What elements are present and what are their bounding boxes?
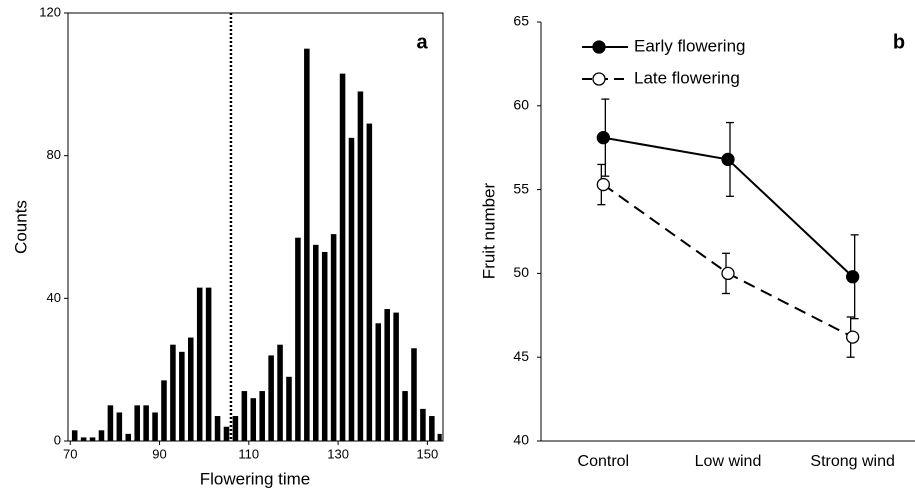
bar: [313, 244, 319, 441]
marker: [846, 270, 860, 284]
y-tick-label: 60: [513, 97, 529, 113]
y-tick-label: 40: [513, 432, 529, 448]
x-tick-label: 110: [238, 446, 259, 461]
y-tick-label: 45: [513, 348, 529, 364]
y-axis-label: Counts: [11, 200, 30, 254]
bar: [304, 48, 310, 442]
bar: [321, 251, 328, 441]
bar: [80, 437, 87, 441]
marker: [596, 177, 610, 192]
bar: [125, 433, 132, 441]
bar: [152, 412, 158, 441]
bar: [366, 123, 373, 442]
bar: [170, 344, 176, 441]
bar: [268, 355, 274, 441]
y-axis-label: Fruit number: [479, 182, 498, 279]
bar: [357, 91, 364, 441]
x-tick-label: Strong wind: [810, 453, 895, 470]
bar: [143, 405, 149, 441]
marker: [846, 330, 860, 344]
y-tick-label: 55: [513, 180, 529, 196]
y-tick-label: 50: [513, 264, 529, 280]
y-tick-label: 0: [54, 432, 61, 447]
legend-label: Early flowering: [634, 36, 746, 55]
bar: [98, 430, 105, 441]
x-tick-label: Control: [578, 453, 630, 470]
bar: [437, 433, 442, 441]
y-tick-label: 65: [513, 13, 529, 29]
panel-label: b: [893, 31, 905, 53]
x-tick-label: 130: [327, 446, 349, 461]
bar: [107, 405, 114, 441]
bar: [411, 348, 417, 441]
bar: [420, 408, 426, 441]
bar: [393, 312, 399, 441]
bar: [223, 426, 230, 441]
bar: [295, 237, 301, 441]
bar: [330, 234, 337, 441]
marker: [721, 152, 735, 167]
bar: [134, 405, 140, 441]
x-tick-label: 150: [417, 446, 439, 461]
x-axis-label: Flowering time: [200, 469, 311, 488]
bar: [259, 391, 265, 441]
bar: [241, 391, 248, 441]
bar: [339, 73, 346, 441]
legend-marker: [592, 72, 606, 86]
bar: [188, 337, 194, 441]
bar: [232, 416, 239, 441]
marker: [721, 266, 735, 281]
panel-label: a: [416, 31, 428, 53]
marker: [596, 130, 610, 145]
y-tick-label: 40: [47, 290, 61, 305]
bar: [205, 287, 212, 441]
bar: [375, 323, 382, 441]
bar: [71, 430, 78, 441]
bar: [196, 287, 203, 441]
bar: [348, 137, 355, 442]
x-tick-label: 90: [152, 446, 166, 461]
legend-marker: [592, 40, 606, 54]
bar: [286, 376, 292, 441]
bar: [214, 416, 221, 441]
plot-frame: [67, 12, 444, 442]
bar: [89, 437, 96, 441]
bar: [250, 398, 257, 441]
bar: [179, 351, 185, 441]
y-tick-label: 120: [39, 4, 61, 19]
x-tick-label: Low wind: [695, 453, 762, 470]
legend-label: Late flowering: [634, 68, 740, 87]
series-line: [602, 183, 854, 338]
bar: [429, 416, 435, 441]
bar: [277, 344, 283, 441]
bar: [384, 309, 390, 441]
x-tick-label: 70: [63, 446, 77, 461]
bar: [116, 412, 123, 441]
y-tick-label: 80: [47, 147, 61, 162]
bar: [402, 391, 408, 441]
bar: [161, 380, 167, 441]
